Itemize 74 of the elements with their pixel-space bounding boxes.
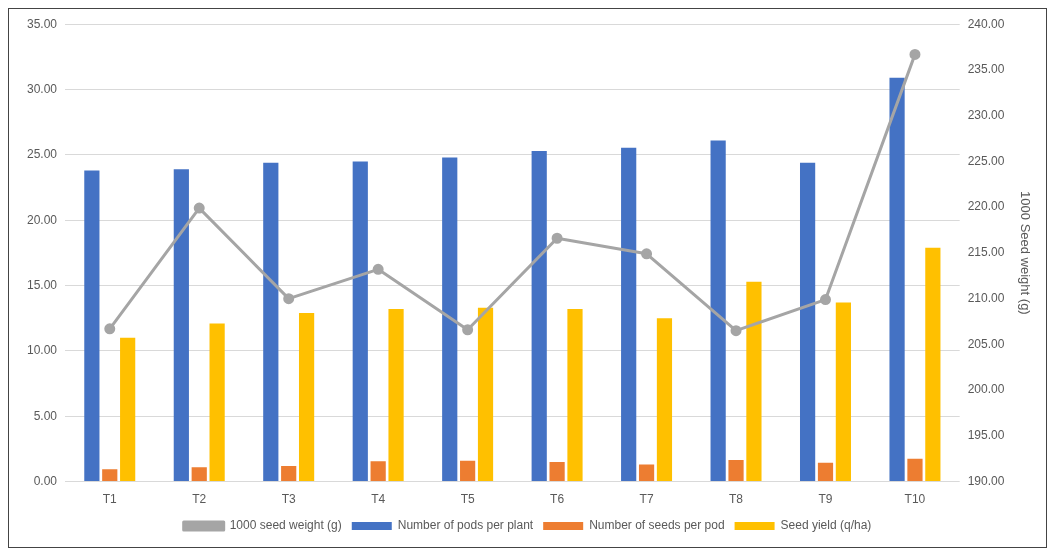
- bar: [388, 309, 404, 482]
- point: [462, 324, 474, 336]
- bar: [817, 462, 834, 482]
- bar: [907, 458, 923, 482]
- x-tick-label: T3: [281, 492, 297, 507]
- bar: [173, 169, 189, 482]
- y2-axis-title: 1000 Seed weight (g): [1017, 191, 1033, 315]
- y-tick-label: 15.00: [27, 277, 58, 292]
- point: [372, 263, 384, 275]
- point: [193, 202, 205, 214]
- bar: [263, 162, 279, 482]
- bar: [656, 318, 673, 482]
- x-tick-label: T1: [102, 492, 118, 507]
- y2-tick-label: 215.00: [967, 245, 1005, 260]
- bar: [84, 170, 100, 482]
- bar: [531, 150, 547, 482]
- point: [909, 48, 921, 60]
- point: [551, 232, 563, 244]
- bar: [191, 467, 207, 482]
- x-tick-label: T2: [192, 492, 207, 507]
- bar: [746, 281, 762, 482]
- y-tick-label: 5.00: [33, 408, 58, 423]
- bar: [120, 337, 136, 482]
- y2-tick-label: 230.00: [967, 107, 1005, 122]
- legend-label: Number of pods per plant: [397, 518, 534, 533]
- y2-tick-label: 235.00: [967, 62, 1005, 77]
- bar: [102, 469, 118, 482]
- y2-tick-label: 200.00: [967, 382, 1005, 397]
- point: [820, 294, 831, 306]
- bar: [460, 460, 476, 482]
- bar: [567, 309, 583, 482]
- legend-label: Seed yield (q/ha): [780, 518, 872, 533]
- x-tick-label: T9: [818, 492, 833, 507]
- bar: [638, 464, 655, 482]
- y2-tick-label: 195.00: [967, 428, 1005, 443]
- y2-tick-label: 220.00: [967, 199, 1005, 214]
- legend-label: Number of seeds per pod: [589, 518, 725, 533]
- point: [104, 323, 116, 335]
- y-tick-label: 0.00: [33, 473, 58, 488]
- y-tick-label: 10.00: [27, 343, 58, 358]
- x-tick-label: T5: [460, 492, 475, 507]
- x-tick-label: T6: [550, 492, 565, 507]
- y2-tick-label: 210.00: [967, 290, 1005, 305]
- bar: [835, 302, 851, 482]
- bar: [209, 323, 225, 482]
- y-tick-label: 35.00: [27, 16, 58, 31]
- y-tick-label: 20.00: [27, 212, 58, 227]
- x-tick-label: T7: [639, 492, 654, 507]
- bar: [352, 161, 368, 482]
- x-tick-label: T10: [904, 492, 926, 507]
- y2-tick-label: 225.00: [967, 153, 1005, 168]
- bar: [281, 465, 297, 482]
- bar: [477, 307, 494, 482]
- y2-tick-label: 190.00: [967, 473, 1005, 488]
- x-tick-label: T8: [729, 492, 744, 507]
- bar: [925, 247, 941, 482]
- bar: [298, 313, 315, 482]
- bar: [728, 460, 744, 482]
- y-tick-label: 25.00: [27, 147, 58, 162]
- point: [730, 325, 742, 337]
- legend-label: 1000 seed weight (g): [229, 518, 342, 533]
- y-tick-label: 30.00: [27, 81, 58, 96]
- y2-tick-label: 205.00: [967, 336, 1005, 351]
- bar: [442, 157, 458, 482]
- bar: [710, 140, 726, 482]
- bar: [889, 77, 905, 482]
- point: [283, 293, 295, 305]
- point: [641, 248, 653, 260]
- bar: [549, 462, 565, 482]
- bar: [800, 162, 816, 482]
- x-tick-label: T4: [371, 492, 386, 507]
- y2-tick-label: 240.00: [967, 16, 1005, 31]
- bar: [370, 461, 386, 482]
- bar: [621, 147, 637, 482]
